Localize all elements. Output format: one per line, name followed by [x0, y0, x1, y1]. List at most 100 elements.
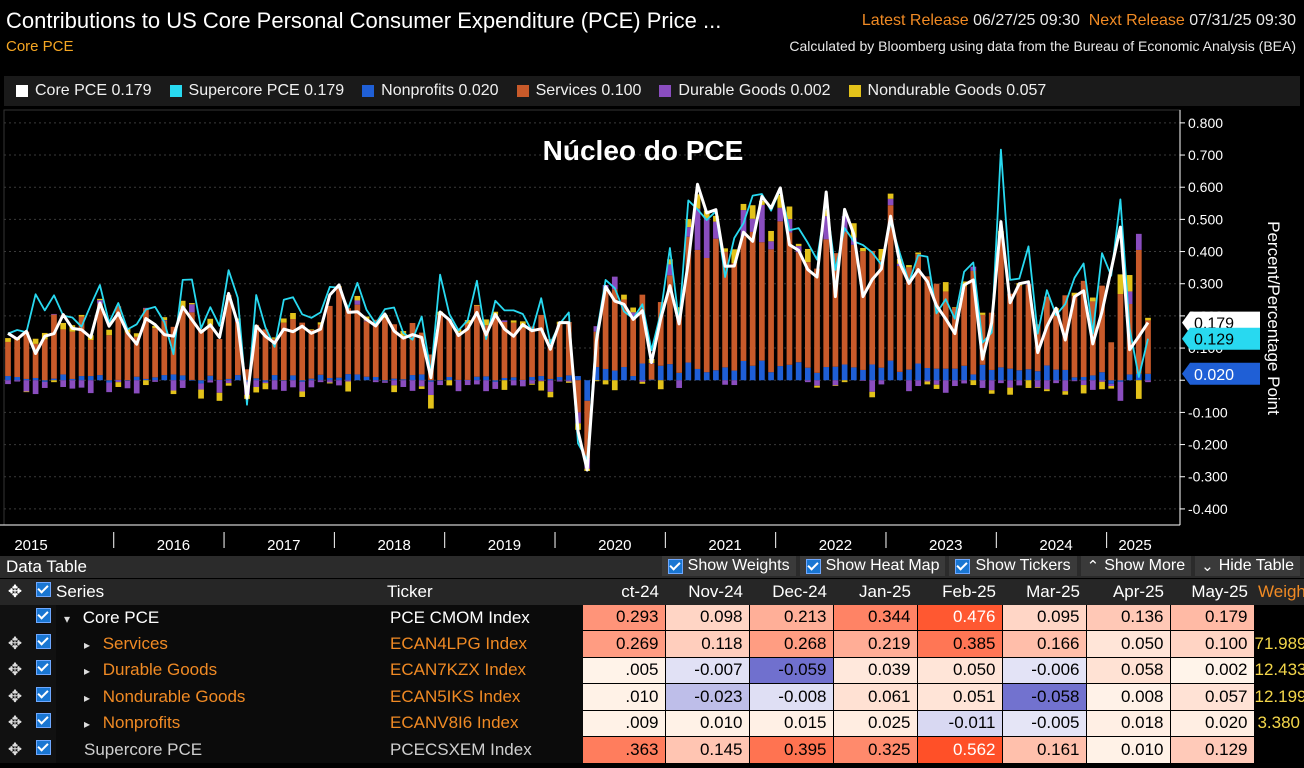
series-cell[interactable]: Supercore PCE [56, 736, 387, 763]
legend-item-services[interactable]: Services 0.100 [516, 82, 641, 100]
value-cell[interactable]: .009 [583, 710, 666, 737]
ticker-column-header[interactable]: Ticker [387, 579, 583, 605]
value-cell[interactable]: .005 [583, 657, 666, 684]
show-heat-map-button[interactable]: Show Heat Map [799, 556, 946, 576]
legend-item-nondurable-goods[interactable]: Nondurable Goods 0.057 [848, 82, 1046, 100]
value-cell[interactable]: 0.057 [1170, 683, 1255, 711]
series-column-header[interactable]: Series [56, 579, 387, 605]
caret-right-icon[interactable]: ▸ [84, 690, 91, 705]
hide-table-button[interactable]: ⌄ Hide Table [1195, 556, 1300, 576]
table-row-durable-goods[interactable]: ✥ ▸ Durable Goods ECAN7KZX Index .005 -0.007… [0, 657, 1304, 684]
value-cell[interactable]: 0.344 [833, 604, 918, 631]
row-pin-cell[interactable]: ✥ [0, 683, 30, 710]
value-cell[interactable]: 0.219 [833, 630, 918, 658]
value-cell[interactable]: 0.051 [917, 683, 1003, 711]
value-cell[interactable]: .010 [583, 683, 666, 711]
value-cell[interactable]: 0.129 [1170, 736, 1255, 764]
series-cell[interactable]: ▸ Durable Goods [56, 657, 387, 684]
ticker-cell[interactable]: ECANV8I6 Index [387, 710, 583, 737]
value-cell[interactable]: 0.268 [749, 630, 834, 658]
value-cell[interactable]: 0.050 [1086, 630, 1171, 658]
legend-item-supercore-pce[interactable]: Supercore PCE 0.179 [169, 82, 344, 100]
value-cell[interactable]: 0.562 [917, 736, 1003, 764]
value-cell[interactable]: 0.010 [665, 710, 750, 737]
ticker-cell[interactable]: PCECSXEM Index [387, 736, 583, 763]
month-column-header[interactable]: Dec-24 [749, 579, 833, 605]
ticker-cell[interactable]: ECAN5IKS Index [387, 683, 583, 710]
value-cell[interactable]: -0.008 [749, 683, 834, 711]
value-cell[interactable]: 0.136 [1086, 604, 1171, 631]
caret-right-icon[interactable]: ▸ [84, 637, 91, 652]
value-cell[interactable]: -0.011 [917, 710, 1003, 737]
row-pin-cell[interactable]: ✥ [0, 736, 30, 763]
caret-right-icon[interactable]: ▸ [84, 664, 91, 679]
value-cell[interactable]: 0.293 [583, 604, 666, 631]
caret-down-icon[interactable]: ▾ [64, 611, 71, 626]
value-cell[interactable]: 0.325 [833, 736, 918, 764]
table-row-nonprofits[interactable]: ✥ ▸ Nonprofits ECANV8I6 Index .009 0.010 0.01… [0, 710, 1304, 737]
ticker-cell[interactable]: ECAN7KZX Index [387, 657, 583, 684]
series-cell[interactable]: ▾ Core PCE [56, 604, 387, 631]
value-cell[interactable]: 0.002 [1170, 657, 1255, 684]
series-cell[interactable]: ▸ Nondurable Goods [56, 683, 387, 710]
value-cell[interactable]: -0.007 [665, 657, 750, 684]
value-cell[interactable]: 0.395 [749, 736, 834, 764]
value-cell[interactable]: 0.025 [833, 710, 918, 737]
month-column-header[interactable]: ct-24 [583, 579, 665, 605]
ticker-cell[interactable]: PCE CMOM Index [387, 604, 583, 631]
value-cell[interactable]: 0.008 [1086, 683, 1171, 711]
value-cell[interactable]: 0.020 [1170, 710, 1255, 737]
value-cell[interactable]: 0.179 [1170, 604, 1255, 631]
row-checkbox[interactable] [30, 630, 56, 657]
month-column-header[interactable]: Apr-25 [1086, 579, 1170, 605]
series-cell[interactable]: ▸ Nonprofits [56, 710, 387, 737]
value-cell[interactable]: 0.161 [1002, 736, 1087, 764]
table-row-core-pce[interactable]: ▾ Core PCE PCE CMOM Index 0.293 0.098 0.213 0… [0, 604, 1304, 631]
value-cell[interactable]: 0.118 [665, 630, 750, 658]
value-cell[interactable]: 0.166 [1002, 630, 1087, 658]
weight-column-header[interactable]: Weight ↓ [1254, 579, 1304, 605]
value-cell[interactable]: 0.269 [583, 630, 666, 658]
value-cell[interactable]: 0.385 [917, 630, 1003, 658]
value-cell[interactable]: 0.100 [1170, 630, 1255, 658]
row-pin-cell[interactable]: ✥ [0, 630, 30, 657]
show-more-button[interactable]: ⌃ Show More [1080, 556, 1192, 576]
value-cell[interactable]: 0.061 [833, 683, 918, 711]
value-cell[interactable]: -0.005 [1002, 710, 1087, 737]
legend-item-durable-goods[interactable]: Durable Goods 0.002 [659, 82, 831, 100]
month-column-header[interactable]: Mar-25 [1002, 579, 1086, 605]
value-cell[interactable]: 0.058 [1086, 657, 1171, 684]
value-cell[interactable]: 0.098 [665, 604, 750, 631]
month-column-header[interactable]: May-25 [1170, 579, 1254, 605]
value-cell[interactable]: .363 [583, 736, 666, 764]
value-cell[interactable]: -0.006 [1002, 657, 1087, 684]
row-checkbox[interactable] [30, 683, 56, 710]
legend-item-core-pce[interactable]: Core PCE 0.179 [16, 82, 152, 100]
header-pin-cell[interactable]: ✥ [0, 579, 30, 605]
row-checkbox[interactable] [30, 710, 56, 737]
month-column-header[interactable]: Feb-25 [917, 579, 1002, 605]
legend-item-nonprofits[interactable]: Nonprofits 0.020 [362, 82, 499, 100]
value-cell[interactable]: 0.050 [917, 657, 1003, 684]
contributions-chart[interactable]: 0.8000.7000.6000.5000.4000.3000.2000.100… [0, 0, 1304, 556]
value-cell[interactable]: -0.058 [1002, 683, 1087, 711]
value-cell[interactable]: -0.059 [749, 657, 834, 684]
value-cell[interactable]: 0.145 [665, 736, 750, 764]
table-row-nondurable-goods[interactable]: ✥ ▸ Nondurable Goods ECAN5IKS Index .010 -0.… [0, 683, 1304, 711]
value-cell[interactable]: 0.213 [749, 604, 834, 631]
month-column-header[interactable]: Jan-25 [833, 579, 917, 605]
table-row-services[interactable]: ✥ ▸ Services ECAN4LPG Index 0.269 0.118 0.268… [0, 630, 1304, 658]
value-cell[interactable]: 0.039 [833, 657, 918, 684]
value-cell[interactable]: 0.010 [1086, 736, 1171, 764]
value-cell[interactable]: -0.023 [665, 683, 750, 711]
series-cell[interactable]: ▸ Services [56, 630, 387, 657]
row-pin-cell[interactable]: ✥ [0, 657, 30, 684]
month-column-header[interactable]: Nov-24 [665, 579, 749, 605]
show-weights-button[interactable]: Show Weights [661, 556, 796, 576]
value-cell[interactable]: 0.015 [749, 710, 834, 737]
ticker-cell[interactable]: ECAN4LPG Index [387, 630, 583, 657]
show-tickers-button[interactable]: Show Tickers [949, 556, 1077, 576]
row-checkbox[interactable] [30, 736, 56, 763]
chart-subtitle[interactable]: Core PCE [6, 38, 74, 55]
header-select-all[interactable] [30, 579, 56, 605]
